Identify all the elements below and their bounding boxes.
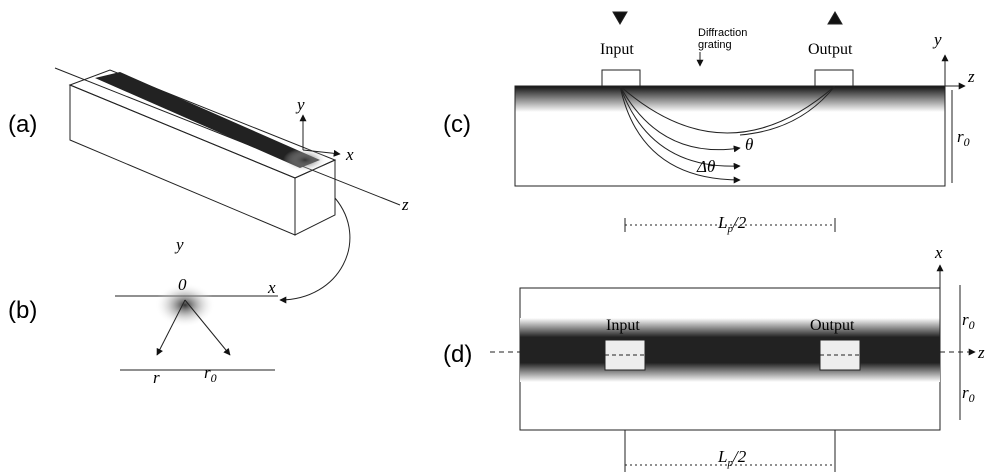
angle-label: θ	[745, 135, 753, 154]
axis-label: z	[401, 195, 409, 214]
radius-label: r0	[962, 310, 975, 332]
panel-label: (b)	[8, 297, 37, 324]
output-arrow	[828, 12, 842, 24]
curved-arrow	[280, 198, 350, 300]
panel-label: (a)	[8, 111, 37, 138]
axis-label: y	[295, 95, 305, 114]
sub: 0	[969, 391, 975, 405]
panel-c: (c) z y Input Output Diffraction grating…	[443, 12, 975, 235]
input-label: Input	[600, 41, 634, 58]
panel-d: (d) z x Input Output r0 r0 Lp/2	[443, 243, 985, 472]
guided-beam	[95, 72, 320, 168]
base: L	[717, 447, 727, 466]
beam-band	[520, 318, 940, 382]
input-pad	[602, 70, 640, 86]
length-label: Lp/2	[717, 213, 747, 235]
sub: 0	[211, 371, 217, 385]
panel-label: (d)	[443, 341, 472, 368]
axis-label: y	[174, 235, 184, 254]
panel-b: (b) y 0 x r r0	[8, 235, 278, 387]
sub: 0	[964, 135, 970, 149]
rest: /2	[732, 447, 747, 466]
z-axis	[55, 68, 400, 205]
length-label: Lp/2	[717, 447, 747, 469]
axis-label: x	[267, 278, 276, 297]
surface-layer	[515, 86, 945, 112]
axis-label: x	[934, 243, 943, 262]
axis-label: z	[977, 343, 985, 362]
input-arrow	[613, 12, 627, 24]
radius-label: r0	[962, 383, 975, 405]
output-label: Output	[808, 41, 853, 58]
radius-label: r0	[204, 363, 217, 385]
sub: 0	[969, 318, 975, 332]
angle-label: Δθ	[696, 157, 715, 176]
radius-label: r0	[957, 127, 970, 149]
radius-label: r	[153, 368, 160, 387]
axis-label: x	[345, 145, 354, 164]
axis-label: y	[932, 30, 942, 49]
input-label: Input	[606, 317, 640, 334]
input-pad	[605, 340, 645, 370]
panel-a: (a) y x z	[8, 68, 409, 300]
output-pad	[815, 70, 853, 86]
grating-label: grating	[698, 39, 732, 51]
panel-label: (c)	[443, 111, 471, 138]
output-label: Output	[810, 317, 855, 334]
figure: (a) y x z (b) y 0 x r r0 (c) z y Input O…	[0, 0, 997, 474]
origin-label: 0	[178, 275, 187, 294]
grating-label: Diffraction	[698, 27, 747, 39]
output-pad	[820, 340, 860, 370]
base: L	[717, 213, 727, 232]
axis-label: z	[967, 67, 975, 86]
rest: /2	[732, 213, 747, 232]
